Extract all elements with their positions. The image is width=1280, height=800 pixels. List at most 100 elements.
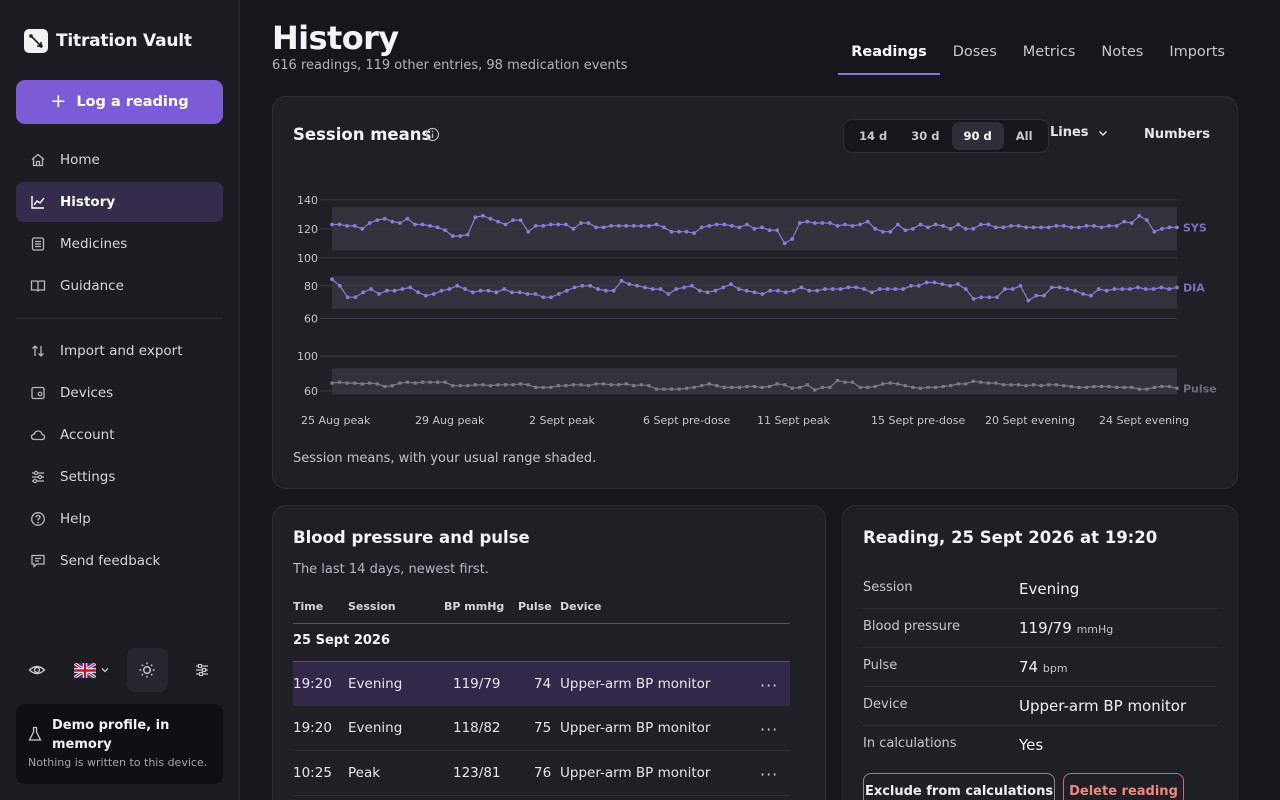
tab-doses[interactable]: Doses: [952, 44, 997, 60]
range-14d-button[interactable]: 14 d: [859, 129, 888, 143]
data-point: [674, 287, 679, 291]
data-point: [511, 383, 515, 387]
table-row[interactable]: 19:20 Evening 118/82 75 Upper-arm BP mon…: [293, 706, 790, 751]
data-point: [752, 384, 757, 389]
data-point: [1152, 229, 1157, 234]
data-point: [682, 285, 686, 290]
data-point: [736, 287, 741, 291]
nav-item-guidance[interactable]: Guidance: [16, 266, 223, 306]
y-tick-label: 60: [304, 312, 318, 325]
data-point: [697, 288, 702, 293]
more-options-button[interactable]: ···: [760, 765, 779, 784]
range-30d-button[interactable]: 30 d: [911, 129, 940, 143]
range-90d-button[interactable]: 90 d: [951, 122, 1004, 150]
data-point: [398, 381, 402, 385]
data-point: [503, 383, 508, 387]
detail-label: Blood pressure: [863, 619, 960, 634]
nav-item-import-export[interactable]: Import and export: [16, 331, 223, 371]
more-options-button[interactable]: ···: [760, 676, 779, 695]
adjustments-icon[interactable]: [182, 648, 223, 692]
cell-time: 19:20: [293, 720, 332, 736]
data-point: [549, 295, 553, 300]
nav-item-settings[interactable]: Settings: [16, 457, 223, 497]
log-reading-button[interactable]: + Log a reading: [16, 80, 223, 124]
chart-view-select[interactable]: Lines: [1050, 125, 1109, 140]
data-point: [654, 387, 659, 391]
tab-metrics[interactable]: Metrics: [1022, 44, 1076, 60]
info-icon[interactable]: [425, 127, 440, 146]
data-point: [812, 221, 817, 225]
table-row[interactable]: 10:25 Peak 123/81 76 Upper-arm BP monito…: [293, 751, 790, 796]
session-means-card: Session means 14 d 30 d 90 d All Lines N…: [272, 96, 1238, 489]
data-point: [447, 287, 452, 291]
data-point: [352, 224, 357, 228]
nav-item-feedback[interactable]: Send feedback: [16, 541, 223, 581]
delete-reading-button[interactable]: Delete reading: [1063, 773, 1184, 800]
tab-readings[interactable]: Readings: [838, 34, 940, 75]
nav-item-home[interactable]: Home: [16, 140, 223, 180]
data-point: [1115, 385, 1119, 389]
data-point: [971, 296, 976, 301]
data-point: [1034, 293, 1039, 298]
language-select[interactable]: [71, 648, 112, 692]
data-point: [609, 224, 614, 228]
data-point: [400, 287, 405, 291]
data-point: [337, 283, 342, 288]
nav-item-medicines[interactable]: Medicines: [16, 224, 223, 264]
detail-row-session: Session Evening: [863, 570, 1217, 609]
tab-notes[interactable]: Notes: [1101, 44, 1144, 60]
data-point: [911, 226, 915, 231]
data-point: [463, 287, 467, 291]
data-point: [465, 232, 470, 237]
data-point: [494, 290, 499, 295]
data-point: [564, 288, 569, 293]
data-point: [443, 228, 448, 233]
demo-subtitle: Nothing is written to this device.: [28, 756, 208, 769]
data-point: [375, 218, 380, 223]
data-point: [580, 283, 585, 288]
x-tick-label: 29 Aug peak: [415, 414, 485, 427]
data-point: [541, 295, 546, 300]
data-point: [405, 380, 410, 384]
data-point: [594, 382, 598, 386]
data-point: [518, 218, 523, 223]
data-point: [941, 384, 945, 389]
exclude-button[interactable]: Exclude from calculations: [863, 773, 1055, 800]
eye-icon[interactable]: [16, 648, 57, 692]
data-point: [1069, 225, 1074, 230]
data-point: [987, 295, 992, 300]
data-point: [367, 221, 372, 225]
range-all-button[interactable]: All: [1015, 129, 1033, 143]
detail-row-pulse: Pulse 74 bpm: [863, 648, 1217, 687]
sun-icon[interactable]: [126, 648, 168, 692]
more-options-button[interactable]: ···: [760, 720, 779, 739]
data-point: [805, 219, 810, 224]
data-point: [632, 384, 636, 388]
detail-label: In calculations: [863, 736, 957, 751]
tab-imports[interactable]: Imports: [1169, 44, 1225, 60]
data-point: [896, 382, 900, 386]
data-point: [684, 229, 689, 234]
detail-value: 74 bpm: [1019, 658, 1068, 676]
data-point: [416, 290, 420, 295]
nav-item-help[interactable]: Help: [16, 499, 223, 539]
data-point: [783, 290, 788, 295]
data-point: [428, 224, 432, 228]
table-row[interactable]: 19:20 Evening 119/79 74 Upper-arm BP mon…: [293, 661, 790, 706]
nav-item-history[interactable]: History: [16, 182, 223, 222]
detail-label: Session: [863, 580, 913, 595]
data-point: [1143, 287, 1148, 291]
data-point: [525, 292, 530, 296]
data-point: [586, 221, 591, 225]
data-point: [909, 283, 913, 288]
data-point: [1122, 385, 1126, 389]
cell-device: Upper-arm BP monitor: [560, 676, 711, 692]
data-point: [390, 384, 394, 388]
data-point: [776, 288, 780, 293]
numbers-button[interactable]: Numbers: [1144, 127, 1210, 142]
nav-item-devices[interactable]: Devices: [16, 373, 223, 413]
data-point: [616, 224, 621, 228]
data-point: [443, 380, 447, 384]
brand[interactable]: Titration Vault: [24, 29, 192, 53]
nav-item-account[interactable]: Account: [16, 415, 223, 455]
